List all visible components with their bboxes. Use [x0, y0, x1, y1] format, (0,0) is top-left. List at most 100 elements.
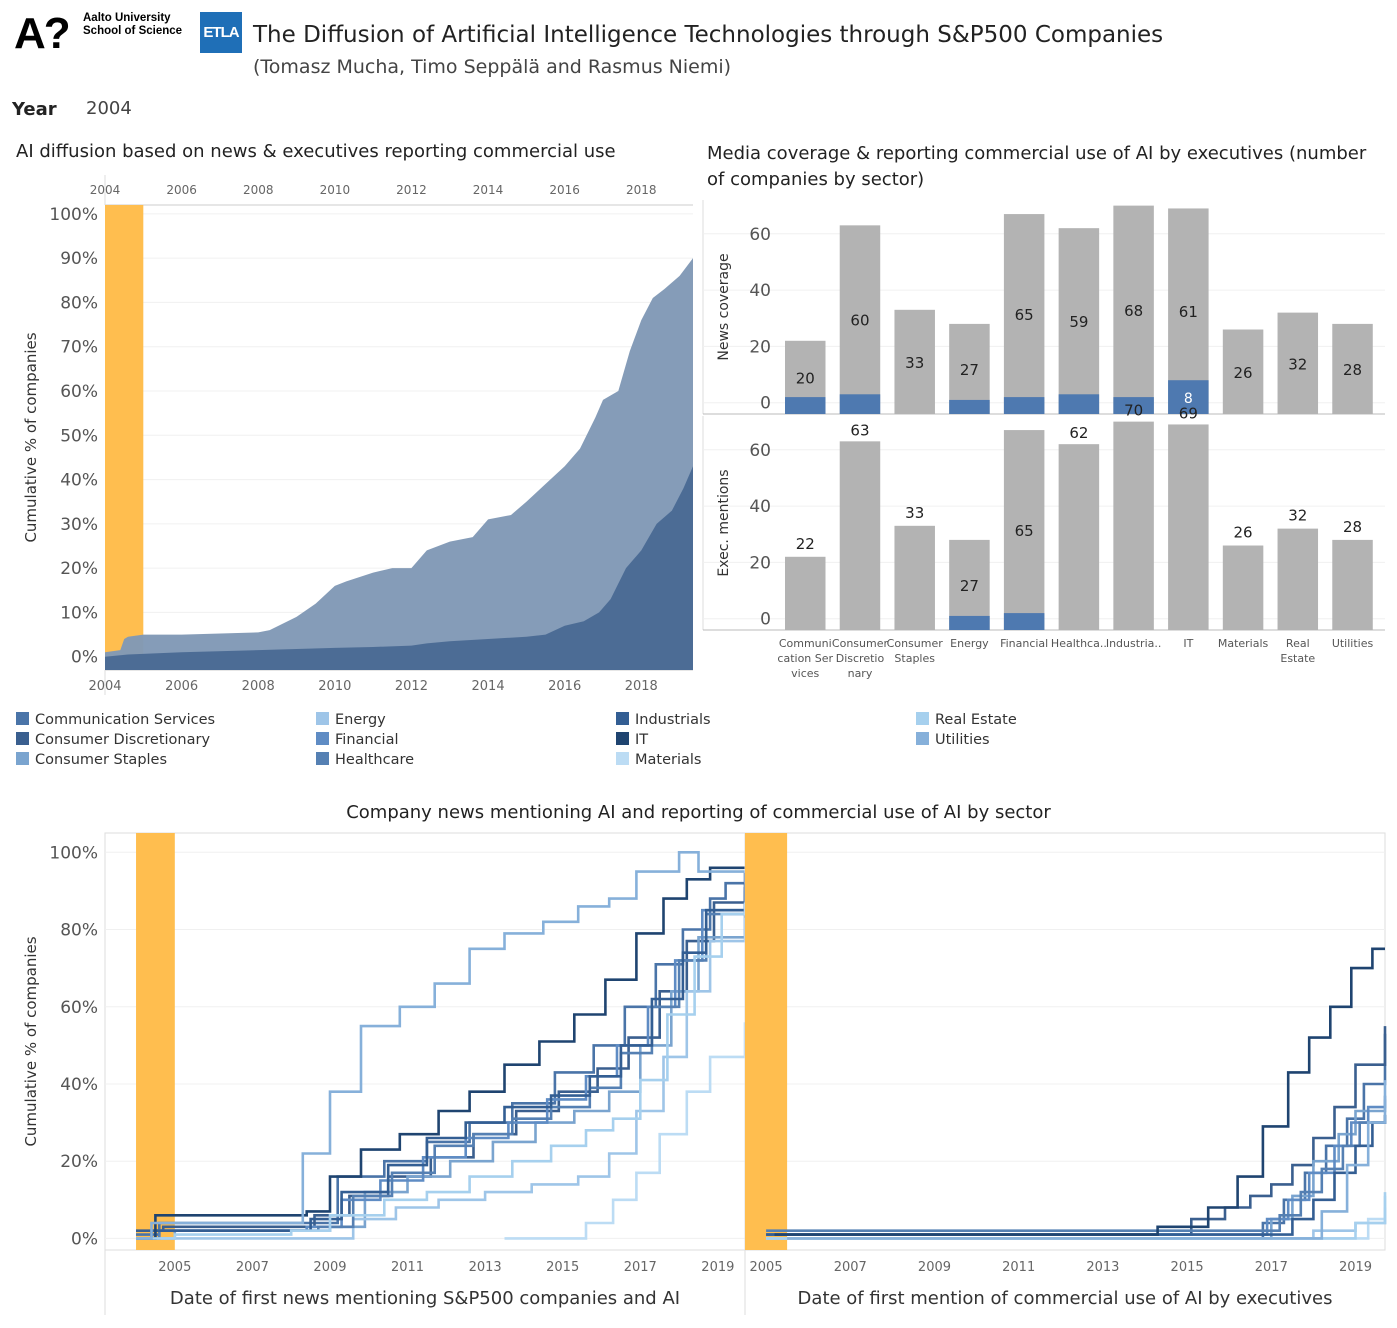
bar-total	[1168, 424, 1209, 630]
legend-item[interactable]: Financial	[316, 732, 399, 752]
area-series-exec	[105, 466, 693, 670]
x-tick-label: 2005	[750, 1260, 783, 1275]
legend-label: Consumer Discretionary	[35, 732, 211, 748]
x-axis-title: Date of first mention of commercial use …	[798, 1288, 1333, 1309]
category-label: Estate	[1280, 652, 1315, 665]
legend-item[interactable]: Industrials	[616, 712, 711, 732]
year-highlight-band	[105, 205, 144, 670]
y-tick-label: 0	[760, 610, 771, 630]
y-axis-title: Cumulative % of companies	[22, 936, 40, 1146]
x-tick-label: 2017	[1255, 1260, 1288, 1275]
bar-value-label: 32	[1288, 355, 1307, 373]
sector-line-charts[interactable]: 100% 80% 60% 40% 20% 0% 2005 2007 2009 2011 2013 20…	[0, 825, 1397, 1325]
bar-value-label: 28	[1343, 361, 1362, 379]
legend-item[interactable]: Healthcare	[316, 752, 414, 772]
y-tick-label: 70%	[60, 338, 98, 358]
legend-swatch	[616, 752, 629, 765]
sector-line	[774, 947, 1385, 1236]
bar-value-label: 33	[905, 504, 924, 522]
bar-highlight	[949, 615, 990, 630]
bar-value-label: 26	[1234, 524, 1253, 542]
x-tick-label: 2008	[242, 679, 275, 694]
bar-total	[1332, 323, 1373, 414]
legend-item[interactable]: Consumer Discretionary	[16, 732, 210, 752]
legend-item[interactable]: Utilities	[916, 732, 990, 752]
y-tick-label: 50%	[60, 426, 98, 446]
etla-logo: ETLA	[200, 12, 242, 53]
bar-total	[1332, 539, 1373, 630]
bar-highlight	[839, 394, 881, 414]
x-tick-label-top: 2016	[549, 183, 580, 197]
bar-highlight	[1003, 613, 1045, 630]
bar-value-label: 65	[1015, 306, 1034, 324]
y-tick-label: 60	[749, 441, 771, 461]
bar-value-label: 22	[796, 535, 815, 553]
legend-item[interactable]: Communication Services	[16, 712, 215, 732]
legend-item[interactable]: Energy	[316, 712, 386, 732]
dashboard-authors: (Tomasz Mucha, Timo Seppälä and Rasmus N…	[253, 56, 732, 78]
legend-item[interactable]: Materials	[616, 752, 701, 772]
y-tick-label: 20%	[60, 1152, 98, 1172]
y-tick-label: 80%	[60, 921, 98, 941]
y-tick-label: 40%	[60, 471, 98, 491]
category-label: Consumer	[832, 637, 889, 650]
x-tick-label: 2006	[165, 679, 198, 694]
bar-total	[1222, 329, 1264, 414]
year-highlight-band	[745, 833, 788, 1250]
x-tick-label: 2019	[701, 1260, 734, 1275]
legend-label: IT	[635, 732, 649, 748]
category-label: nary	[848, 667, 873, 680]
x-tick-label: 2009	[313, 1260, 346, 1275]
bar-value-label: 28	[1343, 518, 1362, 536]
sector-legend: Communication Services Consumer Discretio…	[16, 712, 1116, 776]
sector-line	[766, 1114, 1387, 1232]
sector-bar-chart[interactable]: 0 20 40 60 News coverage 20 60 33 27 65 59 68 61 8 26 3…	[700, 190, 1397, 690]
sector-line	[504, 1022, 747, 1240]
bar-value-label: 61	[1179, 303, 1198, 321]
legend-label: Industrials	[635, 712, 711, 728]
category-label: Utilities	[1332, 637, 1374, 650]
legend-swatch	[916, 732, 929, 745]
area-chart[interactable]: 100% 90% 80% 70% 60% 50% 40% 30% 20% 10% 0% 2004 200…	[0, 170, 700, 700]
bar-value-label: 26	[1234, 364, 1253, 382]
bar-total	[949, 539, 990, 630]
bar-value-label: 68	[1124, 302, 1143, 320]
bar-value-label: 69	[1179, 404, 1198, 422]
bar-value-label: 63	[850, 421, 869, 439]
y-tick-label: 20%	[60, 559, 98, 579]
y-tick-label: 0%	[71, 648, 98, 668]
bar-highlight	[785, 397, 826, 414]
legend-item[interactable]: Real Estate	[916, 712, 1017, 732]
x-tick-label: 2014	[472, 679, 505, 694]
category-label: vices	[791, 667, 819, 680]
x-tick-label: 2012	[395, 679, 428, 694]
bar-total	[1277, 528, 1319, 630]
y-tick-label: 40	[749, 281, 771, 301]
area-chart-title: AI diffusion based on news & executives …	[16, 141, 616, 162]
x-tick-label: 2005	[158, 1260, 191, 1275]
y-tick-label: 20	[749, 337, 771, 357]
x-tick-label-top: 2004	[90, 183, 121, 197]
bar-total	[949, 323, 990, 414]
y-tick-label: 100%	[49, 843, 98, 863]
bar-highlight	[1168, 380, 1209, 414]
sector-line	[787, 1080, 1387, 1240]
bar-value-label: 27	[960, 361, 979, 379]
sector-line	[136, 902, 747, 1240]
y-axis-title: Exec. mentions	[716, 469, 732, 576]
school-of-science-text: School of Science	[83, 25, 183, 37]
bar-total	[894, 525, 935, 630]
legend-swatch	[316, 732, 329, 745]
area-series-news	[105, 258, 693, 670]
aalto-university-text: Aalto University	[83, 12, 171, 24]
bar-total	[1113, 205, 1154, 414]
legend-item[interactable]: Consumer Staples	[16, 752, 167, 772]
x-tick-label: 2013	[469, 1260, 502, 1275]
year-filter-value[interactable]: 2004	[86, 98, 132, 119]
sector-line	[136, 883, 747, 1240]
legend-item[interactable]: IT	[616, 732, 648, 752]
year-filter-label: Year	[12, 99, 57, 120]
sector-line	[787, 1033, 1387, 1240]
legend-swatch	[616, 712, 629, 725]
x-tick-label: 2017	[624, 1260, 657, 1275]
